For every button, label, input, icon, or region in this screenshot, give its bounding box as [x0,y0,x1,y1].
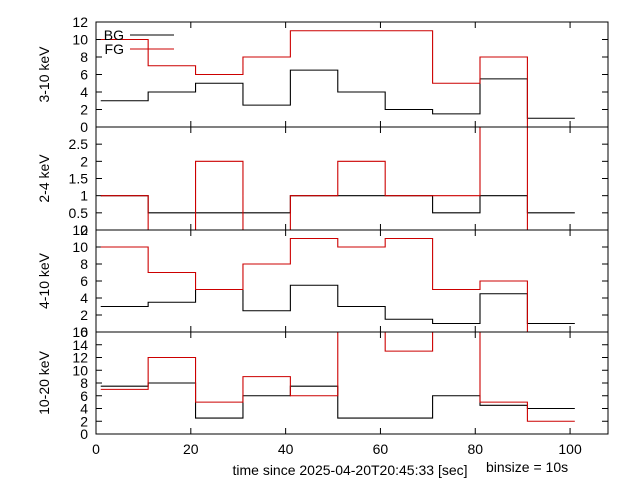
legend-label: FG [105,41,124,57]
y-tick-label: 0.5 [69,205,89,221]
x-tick-label: 60 [373,441,389,457]
y-tick-label: 0 [80,119,88,135]
y-tick-label: 8 [80,375,88,391]
series-bg-line [100,69,575,119]
series-fg-line [100,127,575,230]
panel-frame [95,229,609,333]
y-tick-label: 2 [80,413,88,429]
y-tick-label: 0 [80,222,88,238]
y-tick-label: 10 [72,32,88,48]
series-bg-line [100,195,575,214]
panel-frame [95,126,609,231]
y-tick-label: 1 [80,188,88,204]
x-axis-label: time since 2025-04-20T20:45:33 [sec] [232,462,467,478]
y-tick-label: 2 [80,153,88,169]
y-tick-label: 0 [80,426,88,442]
y-axis-label: 10-20 keV [36,350,52,414]
y-tick-label: 0 [80,324,88,340]
panel-frame [95,331,609,435]
y-tick-label: 1.5 [69,171,89,187]
y-tick-label: 12 [72,222,88,238]
y-tick-label: 2 [80,102,88,118]
y-tick-label: 14 [72,337,88,353]
y-tick-label: 10 [72,362,88,378]
y-tick-label: 12 [72,14,88,30]
y-tick-label: 4 [80,401,88,417]
y-tick-label: 2 [80,307,88,323]
y-tick-label: 4 [80,84,88,100]
y-tick-label: 8 [80,49,88,65]
series-fg-line [100,30,575,127]
legend-label: BG [104,27,124,43]
x-tick-label: 40 [278,441,294,457]
x-tick-label: 80 [467,441,483,457]
series-bg-line [100,284,575,325]
y-tick-label: 10 [72,239,88,255]
x-tick-label: 0 [92,441,100,457]
y-tick-label: 6 [80,67,88,83]
y-axis-label: 4-10 keV [36,252,52,309]
y-tick-label: 6 [80,388,88,404]
y-tick-label: 12 [72,350,88,366]
y-tick-label: 2.5 [69,136,89,152]
x-tick-label: 20 [183,441,199,457]
y-tick-label: 4 [80,290,88,306]
series-fg-line [100,332,575,422]
panel-frame [95,21,609,128]
series-fg-line [100,237,575,332]
y-tick-label: 16 [72,324,88,340]
y-axis-label: 2-4 keV [36,154,52,203]
x-tick-label: 100 [558,441,582,457]
binsize-label: binsize = 10s [486,459,568,475]
y-tick-label: 8 [80,256,88,272]
y-axis-label: 3-10 keV [36,46,52,103]
y-tick-label: 6 [80,273,88,289]
